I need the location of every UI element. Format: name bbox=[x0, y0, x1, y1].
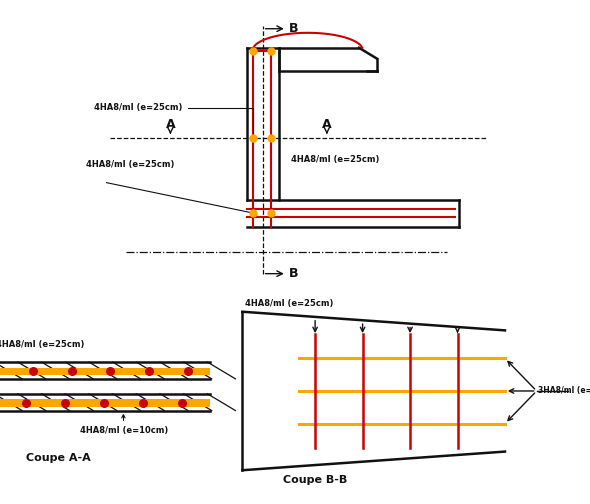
Text: Coupe A-A: Coupe A-A bbox=[27, 453, 91, 463]
Text: 4HA8/ml (e=25cm): 4HA8/ml (e=25cm) bbox=[0, 340, 84, 349]
Text: 4HA8/ml (e=25cm): 4HA8/ml (e=25cm) bbox=[94, 103, 253, 135]
Bar bbox=[0, 368, 209, 375]
Text: Coupe B-B: Coupe B-B bbox=[283, 475, 348, 485]
Bar bbox=[0, 399, 209, 407]
Text: B: B bbox=[289, 22, 299, 35]
Text: 4HA8/ml (e=10cm): 4HA8/ml (e=10cm) bbox=[80, 415, 169, 435]
Text: A: A bbox=[166, 118, 175, 131]
Text: 4HA8/ml (e=25cm): 4HA8/ml (e=25cm) bbox=[245, 299, 334, 308]
Text: A: A bbox=[322, 118, 332, 131]
Text: 3HA8/ml (e=25cm): 3HA8/ml (e=25cm) bbox=[538, 387, 590, 396]
Text: B: B bbox=[289, 267, 299, 280]
Text: 4HA8/ml (e=25cm): 4HA8/ml (e=25cm) bbox=[291, 155, 379, 164]
Text: 4HA8/ml (e=25cm): 4HA8/ml (e=25cm) bbox=[86, 160, 175, 169]
